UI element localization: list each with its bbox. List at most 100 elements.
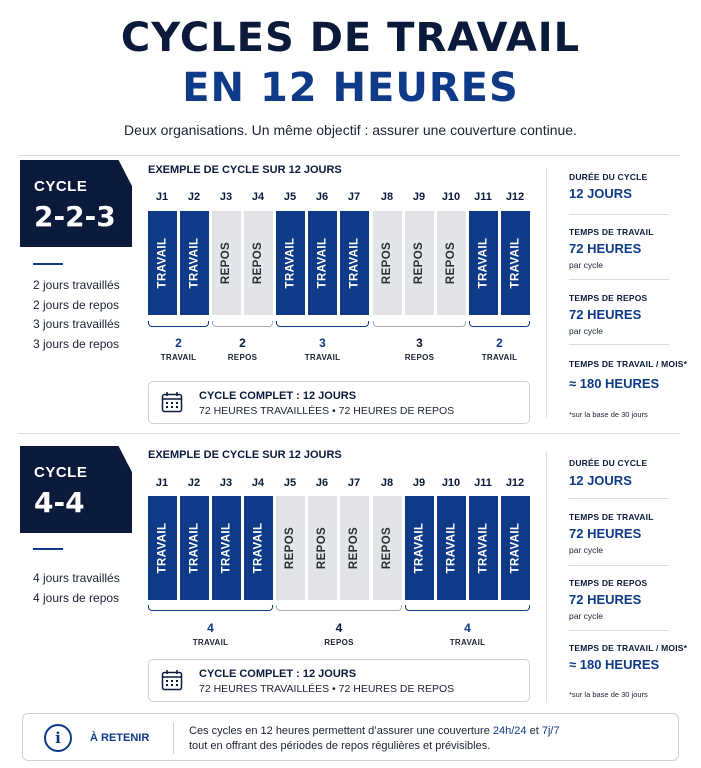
takeaway-label: À RETENIR (90, 732, 150, 744)
work-time-value: 72 HEURES (569, 241, 642, 256)
highlight-7j: 7j/7 (541, 725, 560, 737)
rest-day-cell: REPOS (308, 496, 337, 600)
duration-label: DURÉE DU CYCLE (569, 172, 648, 182)
day-label: J4 (251, 477, 265, 489)
group-brace (276, 605, 402, 611)
group-count: 2 (175, 336, 182, 350)
work-day-cell: TRAVAIL (405, 496, 434, 600)
rest-time-label: TEMPS DE REPOS (569, 578, 648, 588)
day-label: J5 (283, 477, 297, 489)
work-day-cell: TRAVAIL (437, 496, 466, 600)
group-count: 2 (239, 336, 246, 350)
group-count: 2 (496, 336, 503, 350)
work-day-cell: TRAVAIL (180, 496, 209, 600)
day-type-label: REPOS (381, 526, 394, 570)
rest-day-cell: REPOS (405, 211, 434, 315)
accent-dash (33, 263, 63, 265)
rest-time-label: TEMPS DE REPOS (569, 293, 648, 303)
group-label: TRAVAIL (192, 638, 229, 647)
work-day-cell: TRAVAIL (340, 211, 369, 315)
day-label: J8 (380, 191, 394, 203)
monthly-value: ≈ 180 HEURES (569, 376, 660, 391)
day-type-label: TRAVAIL (413, 522, 426, 574)
group-label: REPOS (404, 353, 435, 362)
day-label: J11 (474, 477, 492, 489)
takeaway-text-line2: tout en offrant des périodes de repos ré… (189, 740, 491, 752)
group-label: TRAVAIL (304, 353, 341, 362)
cycle-description: 2 jours travaillés 2 jours de repos 3 jo… (33, 276, 120, 354)
work-time-label: TEMPS DE TRAVAIL (569, 512, 654, 522)
day-label: J8 (380, 477, 394, 489)
monthly-label: TEMPS DE TRAVAIL / MOIS* (569, 359, 688, 369)
group-brace (469, 321, 530, 327)
stats-divider (546, 168, 547, 418)
day-label: J2 (187, 477, 201, 489)
group-count: 4 (207, 621, 214, 635)
day-label: J11 (474, 191, 492, 203)
rest-day-cell: REPOS (340, 496, 369, 600)
day-label: J7 (347, 191, 361, 203)
rest-day-cell: REPOS (373, 496, 402, 600)
cycle-tag-label: CYCLE (34, 464, 88, 481)
summary-title: CYCLE COMPLET : 12 JOURS (199, 668, 357, 680)
divider-top (18, 155, 680, 156)
work-day-cell: TRAVAIL (308, 211, 337, 315)
monthly-note: *sur la base de 30 jours (569, 410, 648, 419)
rest-time-value: 72 HEURES (569, 592, 642, 607)
description-line: 3 jours de repos (33, 336, 120, 351)
subtitle: Deux organisations. Un même objectif : a… (124, 122, 577, 138)
rest-day-cell: REPOS (276, 496, 305, 600)
day-type-label: TRAVAIL (509, 522, 522, 574)
group-brace (276, 321, 369, 327)
title-line-2: EN 12 HEURES (182, 65, 519, 111)
divider-middle (18, 433, 680, 434)
group-label: TRAVAIL (449, 638, 486, 647)
cycle-pattern: 2-2-3 (34, 200, 116, 233)
cycle-summary-box: CYCLE COMPLET : 12 JOURS 72 HEURES TRAVA… (148, 659, 530, 702)
group-brace (212, 321, 273, 327)
day-label: J10 (441, 477, 461, 489)
rest-day-cell: REPOS (212, 211, 241, 315)
work-time-sub: par cycle (569, 260, 604, 270)
example-title: EXEMPLE DE CYCLE SUR 12 JOURS (148, 164, 342, 176)
group-count: 4 (464, 621, 471, 635)
info-icon: i (44, 724, 72, 752)
day-label: J9 (412, 191, 426, 203)
summary-detail: 72 HEURES TRAVAILLÉES • 72 HEURES DE REP… (199, 683, 455, 695)
work-day-cell: TRAVAIL (180, 211, 209, 315)
day-label: J7 (347, 477, 361, 489)
group-brace (405, 605, 530, 611)
group-label: TRAVAIL (160, 353, 197, 362)
rest-time-value: 72 HEURES (569, 307, 642, 322)
monthly-label: TEMPS DE TRAVAIL / MOIS* (569, 643, 688, 653)
day-label: J12 (505, 191, 525, 203)
work-day-cell: TRAVAIL (244, 496, 273, 600)
description-line: 4 jours de repos (33, 590, 120, 605)
cycle-tag: CYCLE 2-2-3 (20, 160, 132, 247)
group-label: TRAVAIL (481, 353, 518, 362)
rest-day-cell: REPOS (437, 211, 466, 315)
takeaway-text: Ces cycles en 12 heures permettent d’ass… (189, 724, 560, 754)
stats-separator (569, 565, 669, 566)
day-label: J6 (315, 477, 329, 489)
takeaway-text-part: et (526, 725, 542, 737)
day-label: J3 (219, 191, 233, 203)
duration-label: DURÉE DU CYCLE (569, 458, 648, 468)
work-day-cell: TRAVAIL (501, 496, 530, 600)
stats-separator (569, 279, 669, 280)
description-line: 2 jours de repos (33, 297, 120, 312)
day-type-label: TRAVAIL (477, 522, 490, 574)
day-label: J4 (251, 191, 265, 203)
takeaway-separator (173, 722, 174, 754)
highlight-24h: 24h/24 (492, 725, 527, 737)
day-type-label: REPOS (284, 526, 297, 570)
day-label: J10 (441, 191, 461, 203)
calendar-icon (161, 392, 183, 413)
day-type-label: TRAVAIL (445, 522, 458, 574)
group-count: 4 (335, 621, 343, 635)
accent-dash (33, 548, 63, 550)
work-day-cell: TRAVAIL (276, 211, 305, 315)
group-brace (148, 605, 273, 611)
day-type-label: REPOS (316, 526, 329, 570)
day-label: J9 (412, 477, 426, 489)
